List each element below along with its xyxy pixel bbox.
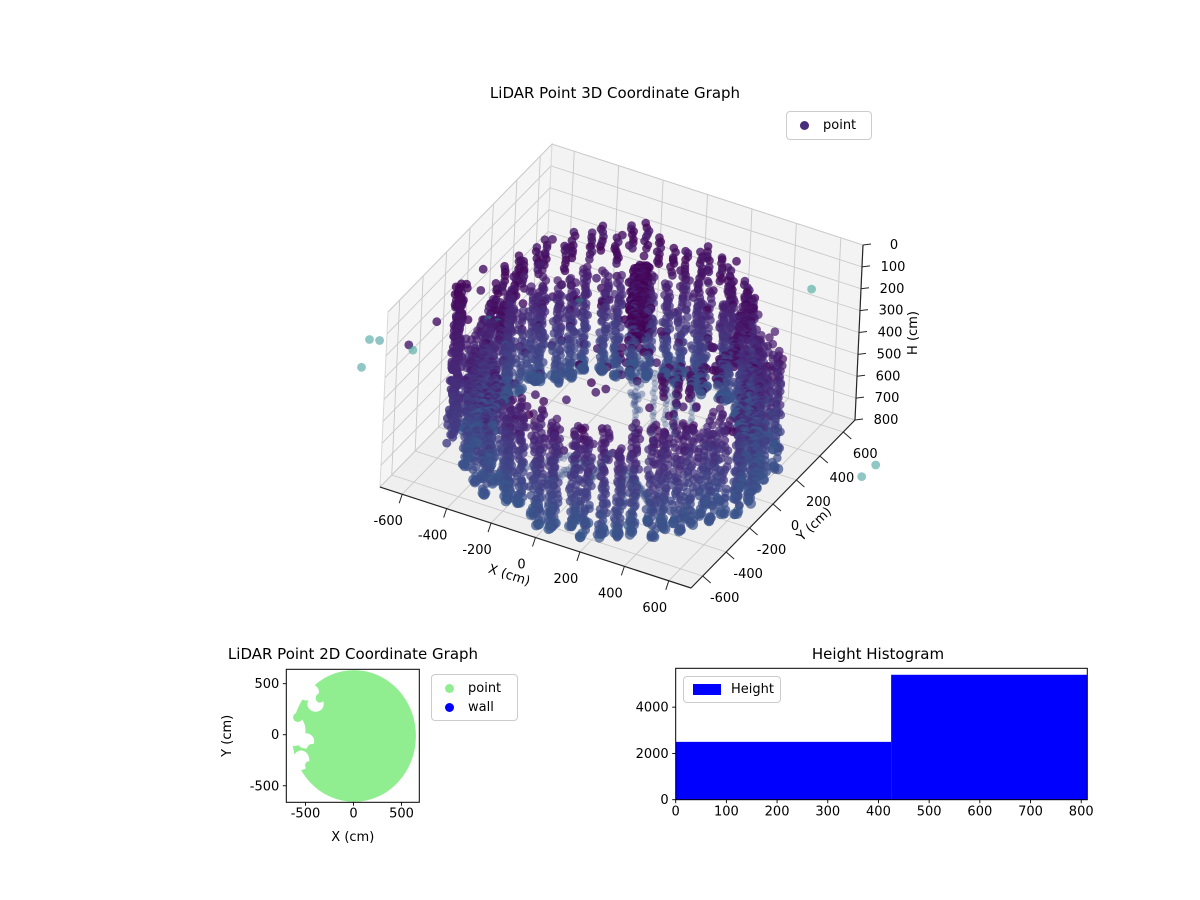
x-tick-label-3d: 0: [517, 558, 525, 573]
y-tick-label-3d: 0: [791, 519, 799, 534]
z-tick-label-3d: 200: [880, 282, 905, 297]
y-tick-label-3d: 600: [853, 447, 878, 462]
region-island: [293, 712, 303, 722]
plot3d-title: LiDAR Point 3D Coordinate Graph: [489, 84, 741, 102]
y-tick-label-hist: 4000: [636, 701, 669, 716]
y-tick-label-3d: 400: [829, 471, 854, 486]
x-tick-label-3d: 600: [642, 601, 667, 616]
y-tick-label-2d: -500: [250, 779, 280, 794]
z-axis-label-3d: H (cm): [906, 311, 921, 355]
y-tick-label-hist: 2000: [636, 747, 669, 762]
x-tick-label-hist: 800: [1069, 805, 1094, 820]
point-region: [286, 670, 416, 802]
x-tick-label-hist: 400: [866, 805, 891, 820]
z-tick-label-3d: 800: [874, 413, 899, 428]
x-tick-label-hist: 0: [672, 805, 680, 820]
legend-item: point: [796, 116, 861, 135]
y-tick-label-hist: 0: [660, 793, 668, 808]
x-tick-label-hist: 300: [815, 805, 840, 820]
y-tick-label-2d: 500: [254, 677, 279, 692]
legend-label: point: [823, 118, 857, 133]
y-tick-label-3d: -400: [733, 567, 763, 582]
x-tick-label-hist: 100: [714, 805, 739, 820]
legend-patch-swatch: [693, 684, 721, 695]
y-axis-label-3d: Y (cm): [794, 504, 835, 545]
plot2d-legend: point wall: [431, 674, 518, 721]
plot3d: -600 -400 -200 0 200 400 600 -600 -400 -200 0 200 40…: [357, 142, 921, 616]
y-tick-label-3d: -200: [757, 543, 787, 558]
legend-item: Height: [693, 680, 774, 699]
y-tick-label-3d: 200: [806, 495, 831, 510]
x-tick-label-2d: 0: [349, 806, 357, 821]
hist-plot: 0 100 200 300 400 500 600 700 800 0 2000 4000: [636, 667, 1094, 820]
z-tick-label-3d: 100: [881, 260, 906, 275]
region-hole: [295, 683, 319, 701]
z-tick-label-3d: 700: [875, 391, 900, 406]
y-axis-label-2d: Y (cm): [220, 715, 235, 758]
legend-item: point: [441, 679, 507, 698]
legend-marker-dot: [445, 683, 454, 693]
x-tick-label-3d: -400: [418, 529, 448, 544]
x-tick-label-hist: 700: [1018, 805, 1043, 820]
hist-bar: [891, 674, 1088, 800]
region-hole: [293, 773, 306, 785]
z-tick-label-3d: 0: [890, 238, 898, 253]
region-island: [315, 693, 325, 703]
point-cloud: [357, 218, 881, 543]
axis-lines-3d: [379, 243, 872, 590]
y-tick-label-2d: 0: [271, 728, 279, 743]
legend-marker-dot: [445, 702, 454, 712]
z-tick-label-3d: 500: [877, 347, 902, 362]
legend-marker-dot: [800, 121, 809, 130]
plot2d: -500 0 500 -500 0 500 X (cm) Y (cm): [220, 668, 420, 845]
legend-label: Height: [731, 682, 774, 697]
x-tick-label-2d: 500: [389, 806, 414, 821]
y-tick-label-3d: -600: [710, 591, 740, 606]
legend-label: point: [468, 680, 502, 696]
legend-item: wall: [441, 698, 507, 717]
region-island: [305, 761, 313, 770]
x-tick-label-hist: 200: [765, 805, 790, 820]
z-tick-label-3d: 300: [879, 304, 904, 319]
plot3d-legend: point: [786, 111, 872, 140]
x-tick-label-2d: -500: [291, 806, 321, 821]
hist-bar: [675, 741, 892, 800]
axes-frame-2d: [285, 668, 420, 803]
plot2d-title: LiDAR Point 2D Coordinate Graph: [227, 645, 479, 663]
x-tick-label-3d: 200: [554, 572, 579, 587]
x-tick-label-3d: 400: [598, 586, 623, 601]
z-tick-label-3d: 400: [878, 326, 903, 341]
legend-label: wall: [468, 699, 494, 715]
hist-title: Height Histogram: [811, 645, 945, 663]
x-axis-label-2d: X (cm): [331, 830, 374, 845]
x-tick-label-hist: 600: [967, 805, 992, 820]
x-tick-label-3d: -200: [462, 543, 492, 558]
region-island: [306, 743, 318, 755]
hist-legend: Height: [683, 676, 781, 703]
axes-frame-hist: [675, 667, 1088, 801]
x-tick-label-hist: 500: [917, 805, 942, 820]
x-tick-label-3d: -600: [373, 514, 403, 529]
z-tick-label-3d: 600: [876, 369, 901, 384]
